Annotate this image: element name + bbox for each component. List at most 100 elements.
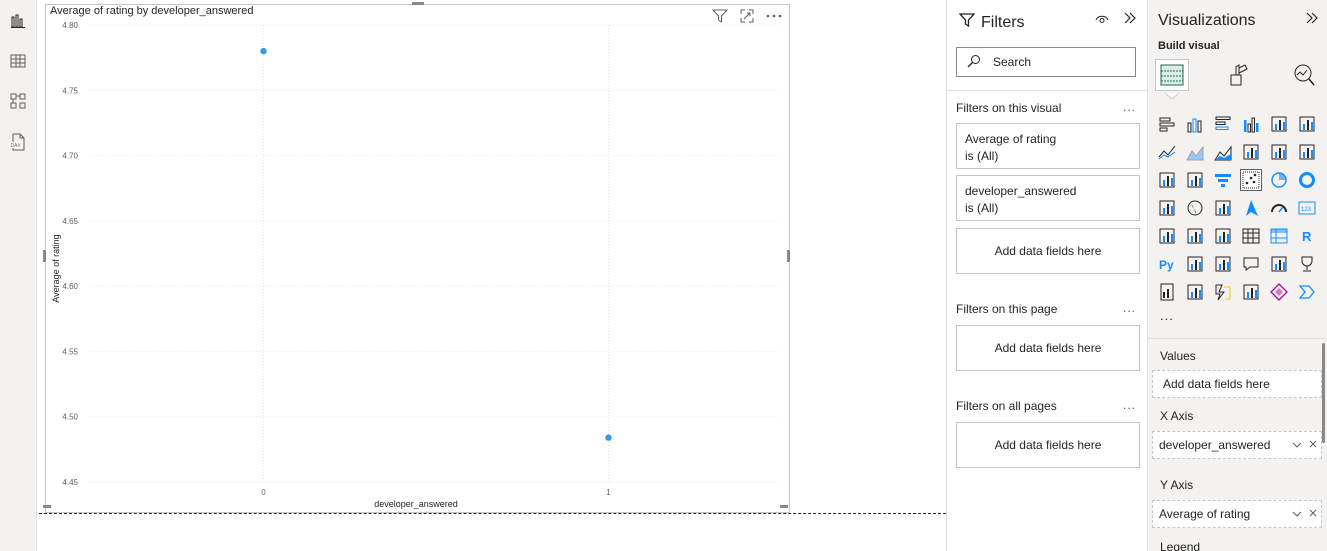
100-stacked-bar-chart-icon[interactable] bbox=[1268, 113, 1290, 135]
format-visual-tab-icon[interactable] bbox=[1222, 59, 1256, 91]
page-filter-drop-zone[interactable]: Add data fields here bbox=[956, 325, 1140, 371]
filters-on-all-pages-more[interactable]: ... bbox=[1123, 398, 1137, 412]
smart-narrative-icon[interactable] bbox=[1268, 253, 1290, 275]
svg-text:DAX: DAX bbox=[11, 143, 22, 149]
clustered-column-chart-icon[interactable] bbox=[1240, 113, 1262, 135]
treemap-icon[interactable] bbox=[1156, 197, 1178, 219]
view-rail: DAX bbox=[0, 0, 37, 551]
filter-card-average-rating[interactable]: Average of rating is (All) bbox=[956, 123, 1140, 169]
kpi-icon[interactable] bbox=[1184, 225, 1206, 247]
python-visual-icon[interactable]: Py bbox=[1156, 253, 1178, 275]
gauge-icon[interactable] bbox=[1268, 197, 1290, 219]
area-chart-icon[interactable] bbox=[1184, 141, 1206, 163]
power-apps-diamond-icon[interactable] bbox=[1268, 281, 1290, 303]
svg-text:123: 123 bbox=[1301, 207, 1312, 213]
power-apps-icon[interactable] bbox=[1184, 281, 1206, 303]
100-stacked-area-chart-icon[interactable] bbox=[1240, 141, 1262, 163]
eye-icon[interactable] bbox=[1095, 13, 1109, 31]
stacked-area-chart-icon[interactable] bbox=[1212, 141, 1234, 163]
filters-search-input[interactable]: Search bbox=[956, 47, 1136, 77]
y-tick-label: 4.60 bbox=[62, 282, 78, 291]
report-view-icon[interactable] bbox=[7, 10, 29, 32]
filter-card-field: Average of rating bbox=[965, 132, 1057, 146]
y-axis-field-pill[interactable]: Average of rating bbox=[1152, 500, 1322, 528]
search-icon bbox=[967, 54, 981, 71]
filters-divider bbox=[947, 90, 1148, 91]
focus-mode-icon[interactable] bbox=[738, 8, 756, 24]
r-visual-icon[interactable]: R bbox=[1296, 225, 1318, 247]
remove-field-icon[interactable] bbox=[1305, 508, 1321, 520]
scatter-visual[interactable]: 4.80 4.75 4.70 4.65 4.60 4.55 4.50 4.45 0 1 develo… bbox=[45, 4, 790, 513]
card-icon[interactable]: 123 bbox=[1296, 197, 1318, 219]
build-visual-tab-icon[interactable] bbox=[1155, 59, 1189, 91]
slicer-icon[interactable] bbox=[1212, 225, 1234, 247]
x-axis-well-label: X Axis bbox=[1160, 409, 1194, 423]
stacked-column-chart-icon[interactable] bbox=[1184, 113, 1206, 135]
paginated-report-icon[interactable] bbox=[1156, 281, 1178, 303]
more-options-icon[interactable] bbox=[765, 8, 783, 24]
y-tick-label: 4.70 bbox=[62, 152, 78, 161]
x-axis-field-pill[interactable]: developer_answered bbox=[1152, 431, 1322, 459]
table-icon[interactable] bbox=[1240, 225, 1262, 247]
azure-map-icon[interactable] bbox=[1240, 197, 1262, 219]
filters-on-visual-more[interactable]: ... bbox=[1123, 100, 1137, 114]
filters-on-all-pages-label: Filters on all pages bbox=[956, 399, 1057, 413]
table-view-icon[interactable] bbox=[7, 50, 29, 72]
line-chart-icon[interactable] bbox=[1156, 141, 1178, 163]
stacked-bar-chart-icon[interactable] bbox=[1156, 113, 1178, 135]
svg-text:R: R bbox=[1302, 229, 1312, 244]
x-axis-title: developer_answered bbox=[374, 499, 458, 509]
legend-well-label: Legend bbox=[1160, 540, 1201, 551]
100-stacked-column-chart-icon[interactable] bbox=[1296, 113, 1318, 135]
line-stacked-column-icon[interactable] bbox=[1268, 141, 1290, 163]
line-clustered-column-icon[interactable] bbox=[1296, 141, 1318, 163]
scatter-point[interactable] bbox=[605, 434, 612, 441]
y-tick-label: 4.45 bbox=[62, 478, 78, 487]
filters-on-page-more[interactable]: ... bbox=[1123, 301, 1137, 315]
chevron-visual-icon[interactable] bbox=[1296, 281, 1318, 303]
collapse-visualizations-icon[interactable] bbox=[1305, 11, 1319, 30]
power-automate-icon[interactable] bbox=[1212, 281, 1234, 303]
clustered-bar-chart-icon[interactable] bbox=[1212, 113, 1234, 135]
values-well-drop-zone[interactable]: Add data fields here bbox=[1152, 370, 1322, 398]
visualizations-scrollbar[interactable] bbox=[1322, 343, 1325, 443]
arcgis-map-icon[interactable] bbox=[1240, 281, 1262, 303]
scatter-chart-svg: 4.80 4.75 4.70 4.65 4.60 4.55 4.50 4.45 0 1 develo… bbox=[51, 21, 781, 509]
dax-query-view-icon[interactable]: DAX bbox=[7, 131, 29, 153]
ribbon-chart-icon[interactable] bbox=[1156, 169, 1178, 191]
qa-icon[interactable] bbox=[1240, 253, 1262, 275]
filter-icon[interactable] bbox=[711, 8, 729, 24]
more-visuals-button[interactable]: ... bbox=[1160, 308, 1174, 323]
decomposition-tree-icon[interactable] bbox=[1212, 253, 1234, 275]
scatter-chart-icon[interactable] bbox=[1240, 169, 1262, 191]
canvas-page-boundary bbox=[39, 513, 946, 514]
filled-map-icon[interactable] bbox=[1212, 197, 1234, 219]
svg-text:Py: Py bbox=[1159, 258, 1174, 272]
remove-field-icon[interactable] bbox=[1305, 439, 1321, 451]
pie-chart-icon[interactable] bbox=[1268, 169, 1290, 191]
filter-card-developer-answered[interactable]: developer_answered is (All) bbox=[956, 175, 1140, 221]
map-icon[interactable] bbox=[1184, 197, 1206, 219]
active-tab-indicator bbox=[1164, 93, 1180, 99]
all-pages-filter-drop-zone[interactable]: Add data fields here bbox=[956, 422, 1140, 468]
chevron-down-icon[interactable] bbox=[1289, 508, 1305, 520]
matrix-icon[interactable] bbox=[1268, 225, 1290, 247]
donut-chart-icon[interactable] bbox=[1296, 169, 1318, 191]
model-view-icon[interactable] bbox=[7, 90, 29, 112]
multi-row-card-icon[interactable] bbox=[1156, 225, 1178, 247]
analytics-tab-icon[interactable] bbox=[1287, 59, 1321, 91]
filter-card-state: is (All) bbox=[965, 201, 999, 215]
y-axis-title: Average of rating bbox=[51, 234, 61, 302]
key-influencers-icon[interactable] bbox=[1184, 253, 1206, 275]
collapse-filters-icon[interactable] bbox=[1123, 11, 1137, 30]
funnel-chart-icon[interactable] bbox=[1212, 169, 1234, 191]
chevron-down-icon[interactable] bbox=[1289, 439, 1305, 451]
waterfall-chart-icon[interactable] bbox=[1184, 169, 1206, 191]
metrics-icon[interactable] bbox=[1296, 253, 1318, 275]
selection-handles bbox=[43, 2, 790, 508]
scatter-point[interactable] bbox=[260, 47, 267, 55]
filters-pane: Filters Search Filters on this visual ..… bbox=[946, 0, 1148, 551]
visual-title: Average of rating by developer_answered bbox=[50, 5, 254, 17]
visual-filter-drop-zone[interactable]: Add data fields here bbox=[956, 228, 1140, 274]
